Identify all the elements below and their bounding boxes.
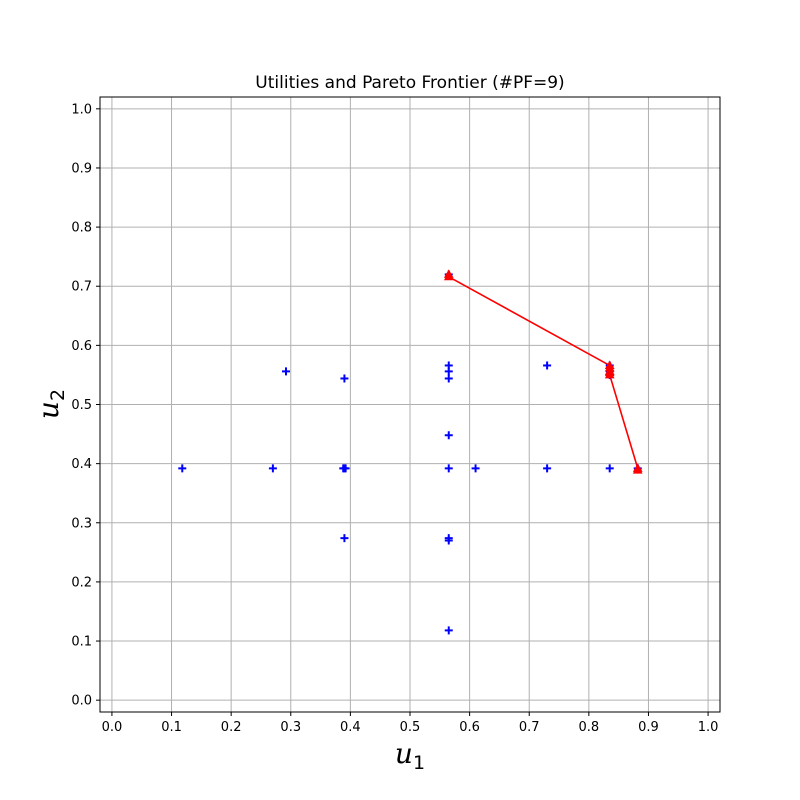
utility-point-marker [444,626,453,635]
x-tick-label: 0.0 [102,720,123,735]
x-tick-label: 0.7 [519,720,540,735]
x-axis-label-sub: 1 [413,752,425,774]
y-tick-label: 0.6 [71,339,92,354]
y-tick-label: 0.2 [71,575,92,590]
y-tick-label: 0.3 [71,516,92,531]
x-tick-label: 0.3 [280,720,301,735]
x-tick-label: 0.6 [459,720,480,735]
y-axis-label: u2 [32,389,69,419]
pareto-points [443,269,643,474]
y-tick-label: 0.7 [71,280,92,295]
utility-point-marker [178,464,187,473]
x-tick-label: 0.5 [400,720,421,735]
pareto-point-marker [604,369,615,379]
grid-lines [100,97,720,712]
utility-point-marker [543,464,552,473]
y-tick-label: 0.9 [71,161,92,176]
utility-point-marker [341,464,350,473]
x-tick-label: 0.8 [579,720,600,735]
x-axis-label: u1 [395,737,425,774]
y-tick-label: 0.1 [71,635,92,650]
chart-title: Utilities and Pareto Frontier (#PF=9) [255,73,564,93]
utility-point-marker [444,464,453,473]
x-tick-label: 0.2 [221,720,242,735]
pareto-point-marker [632,465,643,474]
utility-point-marker [543,361,552,370]
utility-point-marker [444,431,453,440]
x-axis-label-main: u [395,737,413,770]
y-axis-label-sub: 2 [47,389,69,401]
utility-point-marker [444,536,453,545]
utility-point-marker [340,534,349,543]
y-tick-label: 0.0 [71,694,92,709]
x-tick-label: 0.9 [638,720,659,735]
utility-point-marker [471,464,480,473]
x-axis-ticks: 0.0 0.1 0.2 0.3 0.4 0.5 0.6 0.7 0.8 0.9 1.0 [102,712,719,735]
utility-point-marker [340,374,349,383]
utility-point-marker [444,367,453,376]
x-tick-label: 1.0 [698,720,719,735]
utility-point-marker [444,374,453,383]
y-tick-label: 0.4 [71,457,92,472]
y-axis-ticks: 0.0 0.1 0.2 0.3 0.4 0.5 0.6 0.7 0.8 0.9 1.0 [71,102,100,709]
utility-point-marker [605,464,614,473]
y-tick-label: 0.5 [71,398,92,413]
x-tick-label: 0.1 [161,720,182,735]
y-axis-label-main: u [32,401,65,419]
utility-point-marker [268,464,277,473]
y-tick-label: 0.8 [71,221,92,236]
pareto-point-marker [443,271,454,281]
y-tick-label: 1.0 [71,102,92,117]
x-tick-label: 0.4 [340,720,361,735]
utility-point-marker [282,367,290,376]
